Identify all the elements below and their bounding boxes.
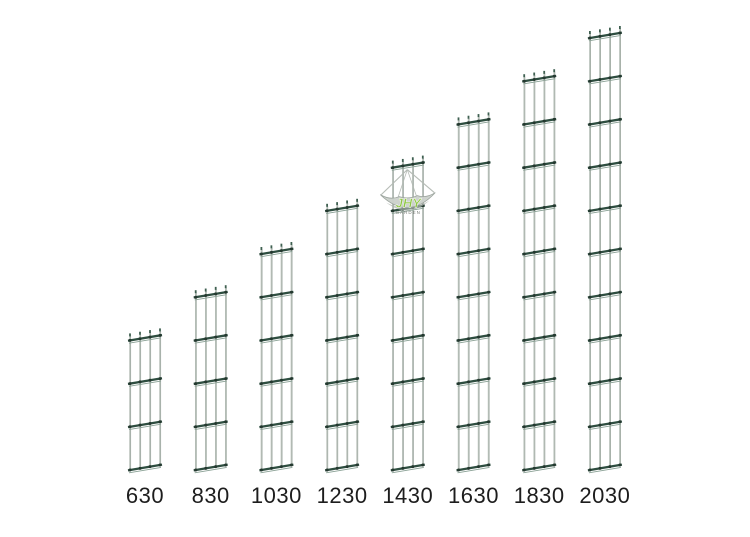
size-label-630: 630 (125, 483, 165, 508)
fence-panel-630 (127, 328, 163, 474)
fence-panel-1030 (259, 242, 294, 474)
size-label-1230: 1230 (316, 483, 368, 508)
size-label-1430: 1430 (382, 483, 434, 508)
fence-panel-1230 (324, 198, 360, 474)
size-label-1630: 1630 (448, 483, 499, 508)
size-label-1030: 1030 (250, 483, 302, 508)
size-label-1830: 1830 (513, 483, 565, 508)
fence-panel-830 (193, 285, 228, 474)
watermark-sub-text: GARDEN (396, 210, 421, 215)
size-label-2030: 2030 (579, 483, 631, 508)
fence-panel-1630 (456, 112, 491, 474)
size-label-830: 830 (191, 483, 230, 508)
watermark-main-text: JHY (396, 196, 423, 211)
fence-panel-1830 (522, 69, 557, 474)
fence-panel-2030 (587, 26, 623, 474)
